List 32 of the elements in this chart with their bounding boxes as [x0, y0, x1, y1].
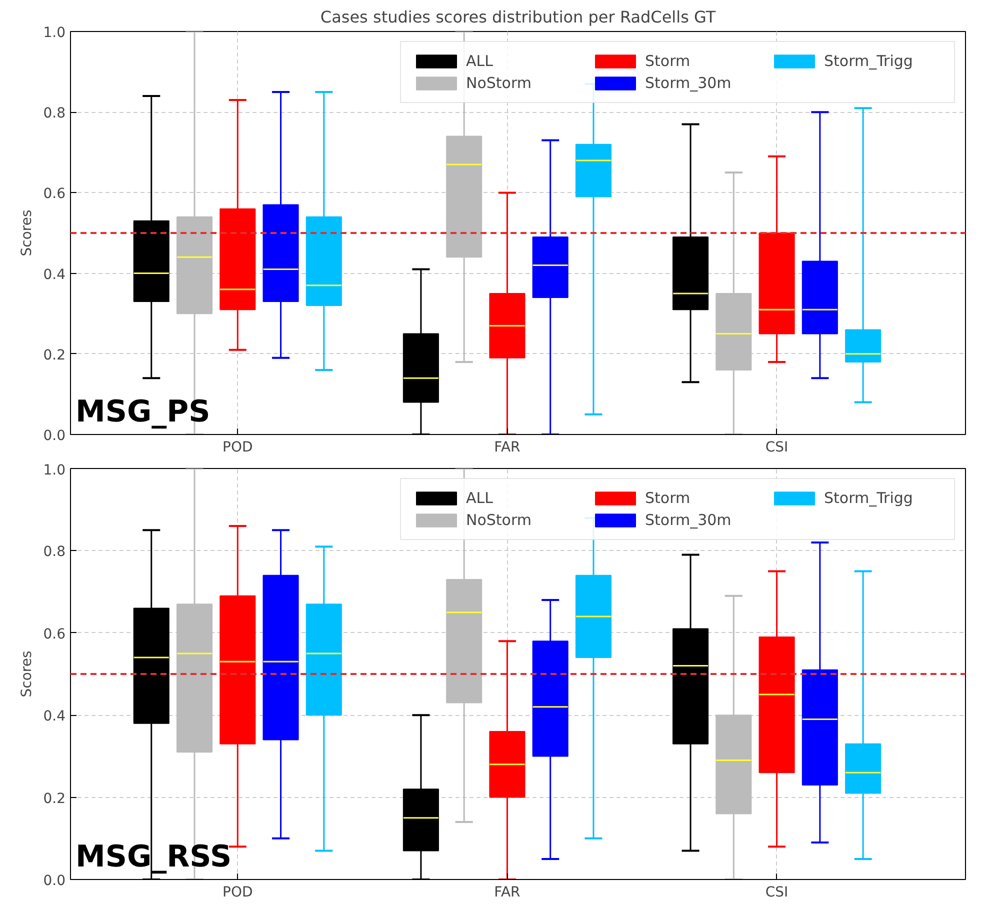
y-axis-title: Scores — [19, 210, 36, 256]
y-tick-label: 0.6 — [43, 186, 66, 202]
y-tick-label: 0.0 — [43, 873, 66, 889]
legend-label: Storm_Trigg — [824, 489, 914, 507]
y-axis-title: Scores — [19, 650, 36, 698]
x-tick-label: POD — [222, 884, 253, 900]
x-tick-label: CSI — [765, 884, 788, 900]
y-tick-label: 0.8 — [43, 544, 66, 560]
legend-label: Storm — [645, 489, 692, 507]
legend-label: Storm — [645, 52, 692, 70]
x-tick-label: CSI — [765, 440, 788, 456]
x-tick-label: POD — [222, 440, 253, 456]
legend-label: Storm_Trigg — [824, 52, 914, 70]
y-tick-label: 0.8 — [43, 106, 66, 122]
y-tick-label: 1.0 — [43, 462, 66, 478]
x-tick-label: FAR — [494, 884, 521, 900]
annotation: MSG_PS — [76, 394, 210, 430]
legend-label: Storm_30m — [645, 74, 732, 92]
legend-label: NoStorm — [466, 511, 532, 529]
chart-title: Cases studies scores distribution per RadCells GT — [320, 8, 716, 26]
legend-label: ALL — [466, 489, 494, 507]
y-tick-label: 0.2 — [43, 347, 66, 364]
y-tick-label: 0.6 — [43, 626, 66, 642]
y-tick-label: 1.0 — [43, 25, 66, 41]
y-tick-label: 0.4 — [43, 708, 66, 725]
legend-label: NoStorm — [466, 74, 532, 92]
y-tick-label: 0.2 — [43, 790, 66, 807]
legend-label: Storm_30m — [645, 511, 732, 529]
x-tick-label: FAR — [494, 440, 521, 456]
y-tick-label: 0.4 — [43, 266, 66, 283]
y-tick-label: 0.0 — [43, 428, 66, 444]
legend-label: ALL — [466, 52, 494, 70]
